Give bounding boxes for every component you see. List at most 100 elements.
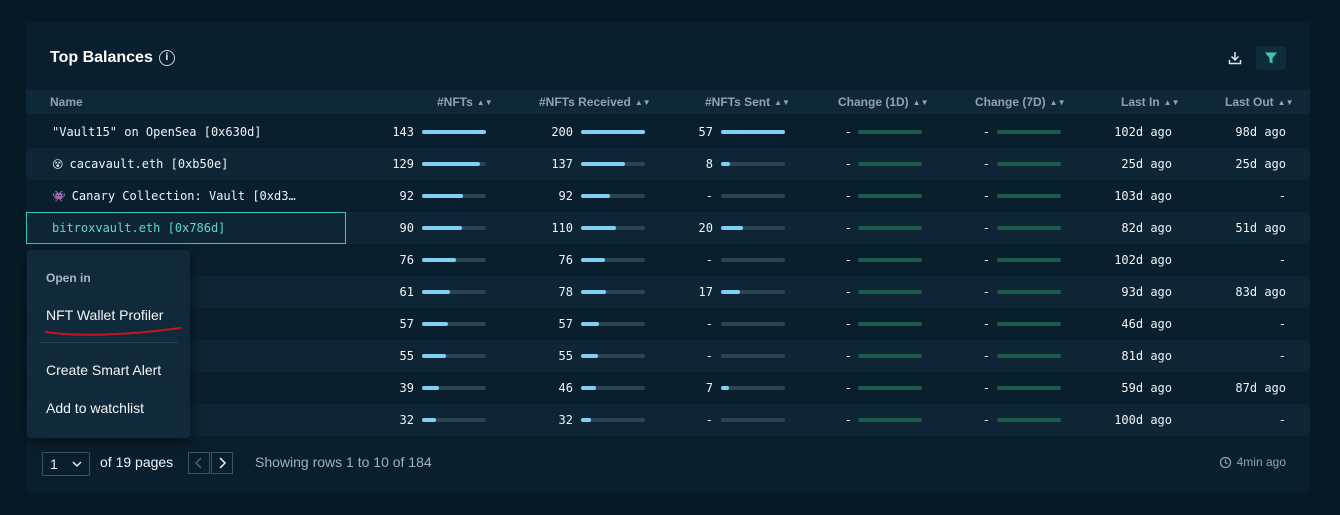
received-bar-fill: [581, 354, 598, 358]
change1d-value: -: [844, 317, 852, 331]
sent-value: -: [705, 349, 713, 363]
sent-bar: [721, 226, 785, 230]
selected-cell-outline: [26, 212, 346, 244]
nfts-bar: [422, 130, 486, 134]
panel-title-wrap: Top Balances i: [50, 49, 175, 67]
filter-button[interactable]: [1256, 46, 1286, 70]
download-icon: [1228, 52, 1242, 65]
col-nfts-label: #NFTs: [437, 95, 473, 109]
change1d-bar: [858, 226, 922, 230]
last-in-value: 25d ago: [1121, 157, 1172, 171]
nfts-value: 55: [399, 349, 414, 363]
table-row[interactable]: "Vault15" on OpenSea [0x630d] 143 200 57 - - 1…: [26, 116, 1310, 148]
wallet-avatar-icon: 👾: [52, 190, 66, 203]
nfts-value: 57: [399, 317, 414, 331]
nfts-value: 92: [399, 189, 414, 203]
nfts-bar: [422, 322, 486, 326]
received-bar: [581, 130, 645, 134]
sent-bar-fill: [721, 162, 730, 166]
change7d-bar: [997, 162, 1061, 166]
nfts-bar: [422, 226, 486, 230]
table-row[interactable]: 😵 cacavault.eth [0xb50e] 129 137 8 - - 25d ago 2…: [26, 148, 1310, 180]
col-change1d-label: Change (1D): [838, 95, 909, 109]
wallet-name[interactable]: 😵 cacavault.eth [0xb50e]: [52, 148, 228, 180]
nfts-bar-fill: [422, 194, 463, 198]
sent-bar: [721, 386, 785, 390]
nfts-bar-fill: [422, 418, 436, 422]
menu-item-create-smart-alert[interactable]: Create Smart Alert: [46, 362, 162, 378]
received-bar: [581, 418, 645, 422]
last-out-value: -: [1278, 253, 1286, 267]
col-last-out[interactable]: Last Out ▲▼: [1225, 90, 1294, 114]
sent-bar: [721, 354, 785, 358]
received-bar: [581, 290, 645, 294]
change1d-bar: [858, 194, 922, 198]
col-change7d[interactable]: Change (7D) ▲▼: [975, 90, 1066, 114]
change1d-bar: [858, 130, 922, 134]
col-last-in[interactable]: Last In ▲▼: [1121, 90, 1180, 114]
last-in-value: 59d ago: [1121, 381, 1172, 395]
nfts-bar: [422, 418, 486, 422]
menu-item-nft-wallet-profiler[interactable]: NFT Wallet Profiler: [46, 307, 164, 323]
change1d-value: -: [844, 253, 852, 267]
nfts-bar-fill: [422, 130, 486, 134]
change7d-bar: [997, 354, 1061, 358]
wallet-name[interactable]: "Vault15" on OpenSea [0x630d]: [52, 116, 262, 148]
sent-bar: [721, 162, 785, 166]
filter-icon: [1265, 52, 1277, 64]
nfts-bar-fill: [422, 354, 446, 358]
last-updated-text: 4min ago: [1236, 455, 1286, 469]
received-value: 92: [558, 189, 573, 203]
last-out-value: 83d ago: [1235, 285, 1286, 299]
received-bar: [581, 386, 645, 390]
received-bar-fill: [581, 162, 625, 166]
prev-page-button[interactable]: [188, 452, 210, 474]
last-out-value: 51d ago: [1235, 221, 1286, 235]
last-updated[interactable]: 4min ago: [1219, 455, 1286, 469]
nfts-value: 76: [399, 253, 414, 267]
change7d-bar: [997, 322, 1061, 326]
change7d-bar: [997, 226, 1061, 230]
col-name[interactable]: Name: [50, 95, 83, 109]
nfts-bar-fill: [422, 162, 480, 166]
last-out-value: -: [1278, 317, 1286, 331]
sent-bar: [721, 258, 785, 262]
col-change1d[interactable]: Change (1D) ▲▼: [838, 90, 929, 114]
nfts-bar: [422, 290, 486, 294]
col-sent-label: #NFTs Sent: [705, 95, 771, 109]
change7d-bar: [997, 194, 1061, 198]
sent-value: -: [705, 317, 713, 331]
received-bar: [581, 194, 645, 198]
wallet-name[interactable]: 👾 Canary Collection: Vault [0xd3…: [52, 180, 296, 212]
received-bar: [581, 354, 645, 358]
sort-icon: ▲▼: [1049, 98, 1066, 107]
col-received[interactable]: #NFTs Received ▲▼: [539, 90, 651, 114]
sort-icon: ▲▼: [774, 98, 790, 107]
info-icon[interactable]: i: [158, 50, 175, 66]
table-row[interactable]: 76 76 - - - 102d ago -: [26, 244, 1310, 276]
change7d-value: -: [982, 349, 990, 363]
sent-bar-fill: [721, 290, 740, 294]
table-row[interactable]: 👾 Canary Collection: Vault [0xd3… 92 92 - - - 1…: [26, 180, 1310, 212]
wallet-name[interactable]: bitroxvault.eth [0x786d]: [52, 212, 225, 244]
page-select[interactable]: 1: [42, 452, 90, 476]
nfts-value: 39: [399, 381, 414, 395]
menu-item-add-to-watchlist[interactable]: Add to watchlist: [46, 400, 145, 416]
nfts-value: 129: [392, 157, 414, 171]
toolbar: [1220, 46, 1286, 70]
next-page-button[interactable]: [211, 452, 233, 474]
col-nfts[interactable]: #NFTs ▲▼: [437, 90, 493, 114]
table-row[interactable]: bitroxvault.eth [0x786d] 90 110 20 - - 82d ago…: [26, 212, 1310, 244]
change7d-value: -: [982, 317, 990, 331]
change1d-value: -: [844, 349, 852, 363]
download-button[interactable]: [1220, 46, 1250, 70]
col-sent[interactable]: #NFTs Sent ▲▼: [705, 90, 790, 114]
sent-value: 20: [698, 221, 713, 235]
last-out-value: -: [1278, 189, 1286, 203]
received-value: 78: [558, 285, 573, 299]
